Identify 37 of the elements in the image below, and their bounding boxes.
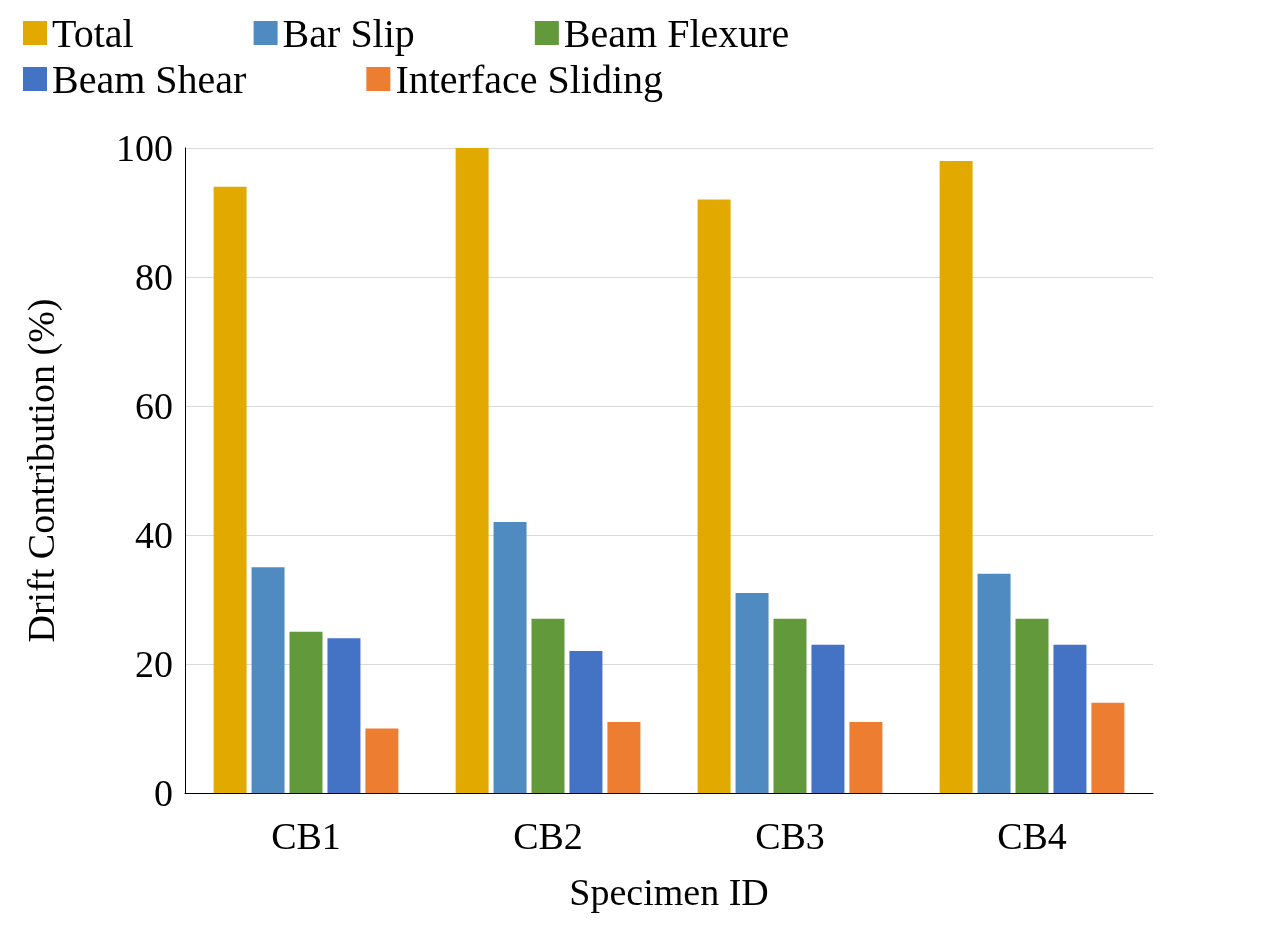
y-tick-label: 0 xyxy=(154,772,173,814)
bar xyxy=(811,644,845,793)
legend-label: Beam Shear xyxy=(52,56,247,102)
bar xyxy=(849,722,883,793)
y-tick-label: 20 xyxy=(135,643,173,685)
bar xyxy=(251,567,285,793)
bar xyxy=(1015,618,1049,793)
bar xyxy=(365,728,399,793)
y-tick-label: 80 xyxy=(135,256,173,298)
legend-label: Interface Sliding xyxy=(395,56,664,102)
bar xyxy=(977,573,1011,793)
x-tick-label: CB2 xyxy=(513,815,583,857)
bar xyxy=(607,722,641,793)
bar xyxy=(289,631,323,793)
legend-label: Bar Slip xyxy=(282,10,415,56)
x-tick-label: CB4 xyxy=(997,815,1067,857)
x-tick-label: CB1 xyxy=(271,815,341,857)
bar xyxy=(1053,644,1087,793)
bar xyxy=(531,618,565,793)
bar xyxy=(697,199,731,793)
bar xyxy=(939,160,973,793)
x-axis-title: Specimen ID xyxy=(569,871,769,913)
bar xyxy=(1091,702,1125,793)
y-axis-title: Drift Contribution (%) xyxy=(20,298,63,643)
y-tick-label: 40 xyxy=(135,514,173,556)
legend-label: Beam Flexure xyxy=(563,10,790,56)
bar xyxy=(773,618,807,793)
bar xyxy=(493,522,527,793)
bar xyxy=(455,148,489,793)
y-tick-label: 100 xyxy=(116,127,173,169)
y-tick-label: 60 xyxy=(135,385,173,427)
bar xyxy=(327,638,361,793)
legend-label: Total xyxy=(52,10,134,56)
x-tick-label: CB3 xyxy=(755,815,825,857)
bar xyxy=(213,186,247,793)
bar xyxy=(735,593,769,793)
bar xyxy=(569,651,603,793)
